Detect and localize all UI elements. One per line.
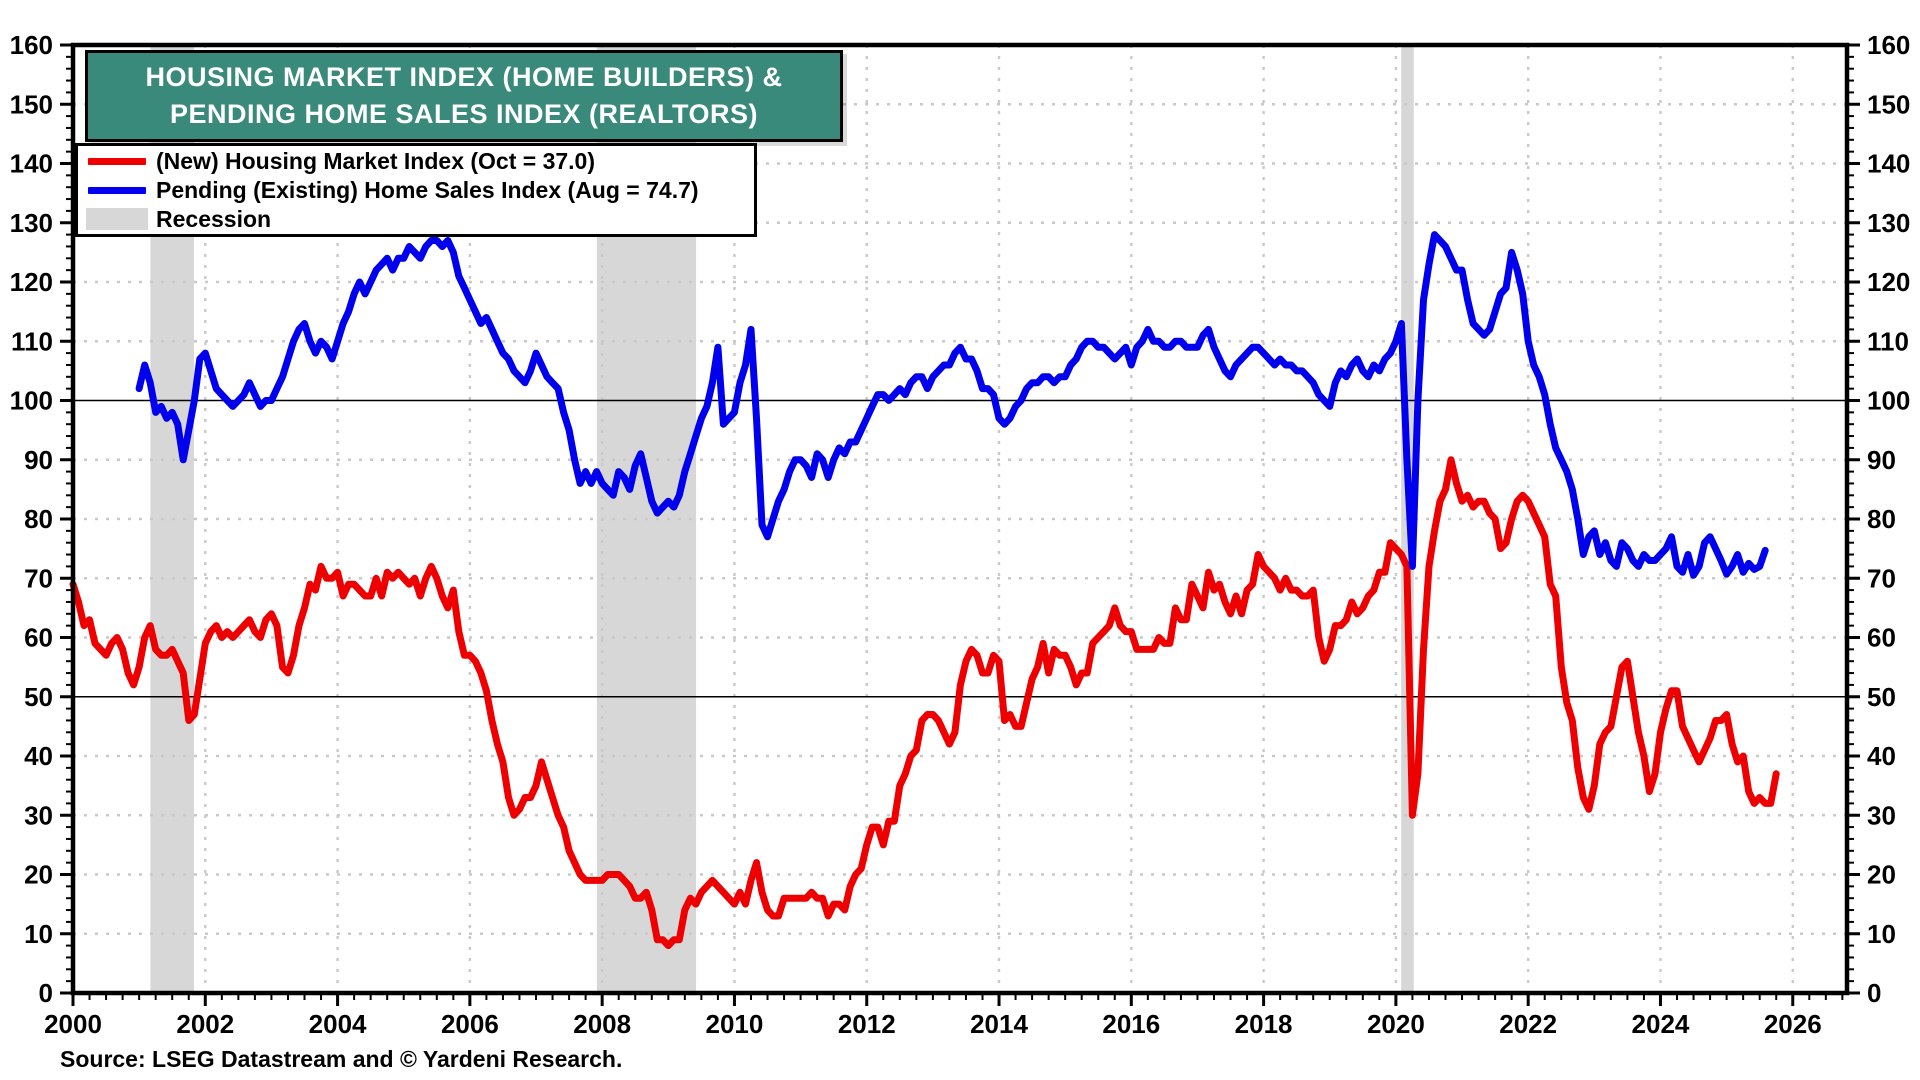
y-axis-label-right: 50 bbox=[1867, 682, 1896, 712]
y-axis-label-left: 60 bbox=[24, 623, 53, 653]
source-attribution: Source: LSEG Datastream and © Yardeni Re… bbox=[60, 1046, 623, 1072]
y-axis-label-left: 120 bbox=[10, 267, 53, 297]
y-axis-label-left: 100 bbox=[10, 386, 53, 416]
legend-label-hmi: (New) Housing Market Index (Oct = 37.0) bbox=[156, 147, 596, 174]
chart-title-line-2: PENDING HOME SALES INDEX (REALTORS) bbox=[169, 99, 759, 129]
x-axis-label: 2008 bbox=[573, 1009, 631, 1039]
legend-box: (New) Housing Market Index (Oct = 37.0) … bbox=[75, 143, 757, 237]
phsi-series-line bbox=[135, 231, 1769, 579]
y-axis-label-right: 40 bbox=[1867, 741, 1896, 771]
x-axis-label: 2020 bbox=[1367, 1009, 1425, 1039]
y-axis-label-left: 90 bbox=[24, 445, 53, 475]
y-axis-label-right: 150 bbox=[1867, 89, 1910, 119]
y-axis-label-right: 110 bbox=[1867, 326, 1909, 356]
y-axis-label-left: 80 bbox=[24, 504, 53, 534]
x-axis-label: 2004 bbox=[309, 1009, 367, 1039]
hmi-line-swatch bbox=[88, 157, 146, 165]
y-axis-label-left: 20 bbox=[24, 860, 53, 890]
hmi-series-line bbox=[69, 456, 1780, 950]
y-axis-label-right: 0 bbox=[1867, 978, 1881, 1008]
x-axis-label: 2002 bbox=[176, 1009, 234, 1039]
y-axis-label-right: 70 bbox=[1867, 563, 1896, 593]
y-axis-label-left: 130 bbox=[10, 208, 53, 238]
chart-title-line-1: HOUSING MARKET INDEX (HOME BUILDERS) & bbox=[145, 62, 783, 92]
x-axis-label: 2014 bbox=[970, 1009, 1028, 1039]
y-axis-label-left: 160 bbox=[10, 30, 53, 60]
y-axis-label-right: 60 bbox=[1867, 623, 1896, 653]
x-axis-label: 2018 bbox=[1235, 1009, 1293, 1039]
y-axis-label-right: 20 bbox=[1867, 860, 1896, 890]
legend-row-hmi: (New) Housing Market Index (Oct = 37.0) bbox=[78, 148, 754, 175]
y-axis-label-right: 100 bbox=[1867, 386, 1910, 416]
y-axis-label-right: 160 bbox=[1867, 30, 1910, 60]
y-axis-label-right: 120 bbox=[1867, 267, 1910, 297]
y-axis-label-left: 10 bbox=[24, 919, 53, 949]
x-axis-label: 2022 bbox=[1499, 1009, 1557, 1039]
legend-row-recession: Recession bbox=[78, 206, 754, 233]
legend-row-phsi: Pending (Existing) Home Sales Index (Aug… bbox=[78, 177, 754, 204]
x-axis-label: 2012 bbox=[838, 1009, 896, 1039]
y-axis-label-right: 10 bbox=[1867, 919, 1896, 949]
y-axis-label-right: 30 bbox=[1867, 800, 1896, 830]
y-axis-label-left: 110 bbox=[11, 326, 53, 356]
y-axis-label-left: 30 bbox=[24, 800, 53, 830]
recession-swatch bbox=[86, 208, 148, 230]
y-axis-label-right: 80 bbox=[1867, 504, 1896, 534]
y-axis-label-left: 140 bbox=[10, 149, 53, 179]
x-axis-label: 2006 bbox=[441, 1009, 499, 1039]
y-axis-label-right: 130 bbox=[1867, 208, 1910, 238]
y-axis-label-right: 90 bbox=[1867, 445, 1896, 475]
x-axis-label: 2000 bbox=[44, 1009, 102, 1039]
y-axis-label-left: 40 bbox=[24, 741, 53, 771]
x-axis-label: 2016 bbox=[1102, 1009, 1160, 1039]
x-axis-label: 2024 bbox=[1632, 1009, 1690, 1039]
x-axis-label: 2010 bbox=[706, 1009, 764, 1039]
y-axis-label-left: 50 bbox=[24, 682, 53, 712]
legend-label-recession: Recession bbox=[156, 205, 272, 232]
x-axis-label: 2026 bbox=[1764, 1009, 1822, 1039]
y-axis-label-right: 140 bbox=[1867, 149, 1910, 179]
y-axis-label-left: 70 bbox=[24, 563, 53, 593]
phsi-line-swatch bbox=[88, 186, 146, 194]
y-axis-label-left: 0 bbox=[39, 978, 53, 1008]
y-axis-label-left: 150 bbox=[10, 89, 53, 119]
legend-label-phsi: Pending (Existing) Home Sales Index (Aug… bbox=[156, 176, 699, 203]
chart-title-box: HOUSING MARKET INDEX (HOME BUILDERS) & P… bbox=[85, 50, 843, 142]
